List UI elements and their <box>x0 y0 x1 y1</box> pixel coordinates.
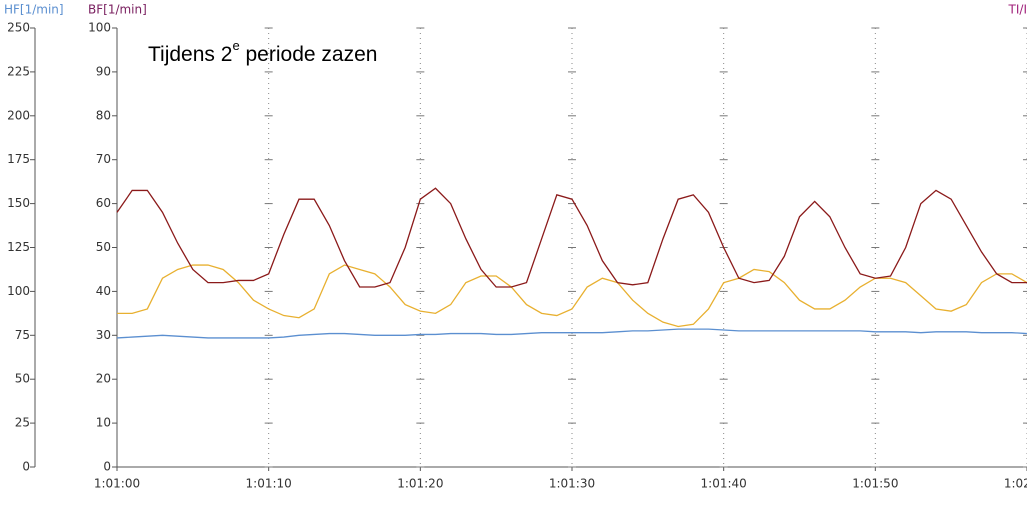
x-tick-label: 1:01:00 <box>94 477 140 491</box>
hf-tick-label: 125 <box>7 240 30 254</box>
annotation-text: periode zazen <box>240 43 378 66</box>
hf-tick-label: 75 <box>15 328 30 342</box>
bf-axis-label: BF[1/min] <box>88 3 147 17</box>
hf-tick-label: 200 <box>7 108 30 122</box>
bf-tick-label: 40 <box>96 284 111 298</box>
hf-axis-label: HF[1/min] <box>4 3 64 17</box>
hf-tick-label: 175 <box>7 152 30 166</box>
bf-tick-label: 0 <box>103 460 111 474</box>
data-line <box>116 187 1027 288</box>
x-tick-label: 1:01:30 <box>549 477 595 491</box>
bf-tick-label: 50 <box>96 240 111 254</box>
annotation: Tijdens 2e periode zazen <box>148 38 377 65</box>
bf-tick-label: 70 <box>96 152 111 166</box>
annotation-superscript: e <box>232 38 239 53</box>
x-tick-label: 1:01:20 <box>397 477 443 491</box>
hf-tick-label: 0 <box>22 460 30 474</box>
annotation-text: Tijdens 2 <box>148 43 232 66</box>
bf-tick-label: 20 <box>96 372 111 386</box>
ti-axis-label: TI/I <box>1008 3 1027 17</box>
x-tick-label: 1:02:00 <box>1004 477 1027 491</box>
bf-tick-label: 10 <box>96 416 111 430</box>
bf-tick-label: 100 <box>88 21 111 35</box>
x-tick-label: 1:01:40 <box>701 477 747 491</box>
x-tick-label: 1:01:50 <box>852 477 898 491</box>
bf-tick-label: 60 <box>96 196 111 210</box>
bf-tick-label: 80 <box>96 108 111 122</box>
bf-tick-label: 90 <box>96 64 111 78</box>
data-line <box>116 328 1027 339</box>
hf-tick-label: 100 <box>7 284 30 298</box>
bf-tick-label: 30 <box>96 328 111 342</box>
hf-tick-label: 50 <box>15 372 30 386</box>
hf-tick-label: 225 <box>7 64 30 78</box>
hf-tick-label: 150 <box>7 196 30 210</box>
hf-tick-label: 25 <box>15 416 30 430</box>
hf-tick-label: 250 <box>7 21 30 35</box>
x-tick-label: 1:01:10 <box>246 477 292 491</box>
